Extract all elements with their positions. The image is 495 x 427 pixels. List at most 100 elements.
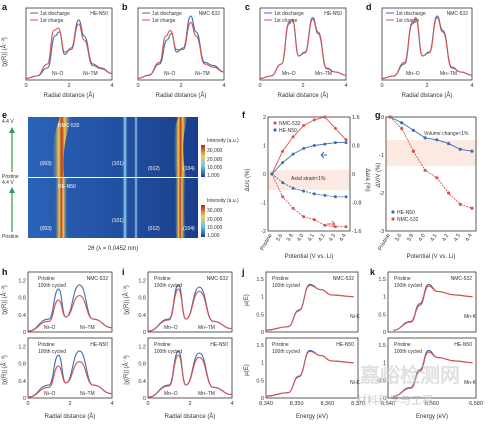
panel-j-ytick: 1.5 [256, 277, 264, 283]
panel-e-top-peak-003-label: (003) [40, 161, 52, 167]
panel-c: c 1st discharge 1st charge HE-N50 Mn–O M… [245, 2, 347, 99]
panel-i-peak1-top: Mn–O [164, 325, 178, 331]
panel-b-series-2 [137, 21, 225, 79]
panel-f-point [302, 124, 306, 127]
panel-k-ytick: 0 [383, 396, 386, 402]
panel-f-y2tick: -0.8 [352, 201, 361, 207]
panel-f-ytick: -1 [261, 201, 266, 207]
panel-e-bot-peak-101 [122, 178, 128, 238]
panel-i-legend-top-1: Pristine [154, 276, 171, 282]
panel-h: h |χ(R)| (Å⁻³) |χ(R)| (Å⁻³) 00.40.81.200… [1, 267, 114, 420]
panel-e: e NMC-532 (003) (101) (012) (104) HE-N50… [2, 110, 239, 252]
panel-b-tag: NMC-532 [199, 11, 221, 17]
panel-k-ytick: 0.5 [378, 312, 386, 318]
panel-e-cb-tick-bot-3: 1,000 [207, 233, 220, 239]
panel-i-tag-top: NMC-532 [207, 276, 229, 282]
panel-h-peak2-bot: Ni–TM [80, 391, 95, 397]
panel-h-legend-top-2: 100th cycled [38, 283, 66, 289]
panel-f-point [281, 181, 285, 185]
panel-c-legend-2: 1st charge [274, 18, 298, 24]
panel-e-bot-peak-101-label: (101) [112, 218, 124, 224]
panel-a-xtick: 4 [110, 83, 113, 89]
panel-f-xtick: 4.2 [318, 233, 327, 243]
panel-j-marks: 0 0.5 1 1.5 0 0.5 1 1.5 8,340 8,350 8,360 8,370 [256, 277, 365, 407]
panel-h-ytick: 0.4 [18, 379, 26, 385]
panel-e-bot-peak-104-label: (104) [183, 226, 195, 232]
panel-f-axes [267, 116, 351, 232]
panel-g-legend-2: NMC-532 [397, 217, 419, 223]
panel-e-pristine-top: Pristine [2, 174, 19, 180]
panel-e-top-peak-012-label: (012) [148, 166, 160, 172]
panel-e-cb-tick-top-3: 1,000 [207, 173, 220, 179]
panel-d-xtick: 2 [425, 83, 428, 89]
panel-e-top-peak-101-label: (101) [112, 161, 124, 167]
panel-e-top-peak-006 [134, 117, 138, 177]
panel-e-cb-title-top: Intensity (a.u.) [207, 138, 239, 144]
panel-e-cb-tick-bot-2: 10,000 [207, 225, 223, 231]
panel-e-bot-peak-104 [174, 178, 186, 238]
panel-i-axes-top [147, 271, 233, 333]
panel-i-ytick: 0.4 [138, 379, 146, 385]
panel-j-edge-bot: Ni-K [350, 380, 360, 386]
panel-f: f Δc/c (%) Δa/a (%) NMC-532 HE-N50 Axial… [242, 110, 370, 260]
panel-e-colorbar-bottom [201, 205, 205, 237]
panel-e-arrowhead-bot [9, 187, 15, 193]
panel-k-legend-bot-1: Pristine [394, 342, 411, 348]
panel-i-top-series-2 [147, 288, 233, 332]
panel-j-bot-series-1 [265, 349, 354, 397]
panel-h-ytick: 0 [23, 396, 26, 402]
panel-a-legend-1: 1st discharge [40, 11, 70, 17]
panel-g-point [447, 142, 451, 146]
panel-g-point [470, 149, 474, 153]
panel-h-axes-top [27, 271, 113, 333]
panel-h-legend-bot-1: Pristine [38, 342, 55, 348]
panel-c-xtick: 0 [258, 83, 261, 89]
panel-g-xlabel: Potential (V vs. Li) [407, 254, 456, 260]
panel-f-note: Axial strain≈1% [291, 176, 326, 182]
panel-g-ytick: 0 [381, 115, 384, 121]
panel-g-point [388, 115, 392, 119]
panel-j-axes-top [265, 271, 359, 333]
panel-f-marks [270, 115, 348, 229]
panel-h-peak1-top: Ni–O [44, 325, 56, 331]
panel-c-xtick: 4 [344, 83, 347, 89]
panel-j-ytick: 0.5 [256, 312, 264, 318]
panel-h-ytick: 0.8 [18, 362, 26, 368]
panel-a-peak2: Ni–TM [83, 71, 98, 77]
panel-k: k 0 0.5 1 1.5 0 0.5 1 1.5 6,540 6,560 6,580 Pristi… [370, 267, 483, 420]
panel-a-tag: HE-N50 [90, 11, 108, 17]
panel-e-cb-tick-bot-1: 20,000 [207, 217, 223, 223]
panel-f-y2tick: 1.6 [352, 115, 360, 121]
panel-g-series-1 [389, 116, 473, 152]
panel-h-ytick: 1.2 [18, 279, 26, 285]
panel-g: g ΔV/V (%) Volume change≈1% HE-N50 NMC-5… [375, 110, 477, 260]
panel-e-pristine-bot: Pristine [2, 234, 19, 240]
panel-j-xtick: 8,340 [259, 401, 273, 407]
panel-f-point [302, 146, 306, 150]
panel-g-point [435, 176, 439, 180]
panel-c-peak1: Mn–O [282, 71, 296, 77]
panel-g-legend-marker-2 [391, 217, 395, 221]
panel-e-volt-top: 4.4 V [2, 119, 14, 125]
panel-f-point [302, 215, 306, 219]
panel-b-peak2: Ni–TM [195, 71, 210, 77]
panel-f-xtick: 3.6 [275, 233, 284, 243]
panel-d-series-2 [381, 17, 473, 79]
panel-f-xtick: 4.3 [328, 233, 337, 243]
panel-d-legend-2: 1st charge [396, 18, 420, 24]
panel-i-ytick: 0.4 [138, 313, 146, 319]
panel-j: j μ(E) μ(E) 0 0.5 1 1.5 0 0.5 1 1.5 8,340 8,350 8,… [241, 267, 365, 420]
panel-c-peak2: Mn–TM [315, 71, 332, 77]
panel-k-legend-top-1: Pristine [394, 276, 411, 282]
panel-h-ylabel-bot: |χ(R)| (Å⁻³) [1, 355, 8, 384]
panel-i-ytick: 0.8 [138, 362, 146, 368]
panel-g-xtick: Pristine [377, 233, 391, 252]
panel-e-bot-peak-003-label: (003) [40, 226, 52, 232]
panel-h-peak2-top: Ni–TM [80, 325, 95, 331]
panel-g-series-2 [389, 116, 473, 209]
panel-d-legend-1: 1st discharge [396, 11, 426, 17]
panel-g-xtick: 4.1 [430, 233, 439, 243]
panel-d: d 1st discharge 1st charge NMC-532 Mn–O … [366, 2, 473, 99]
panel-f-point [344, 225, 348, 229]
